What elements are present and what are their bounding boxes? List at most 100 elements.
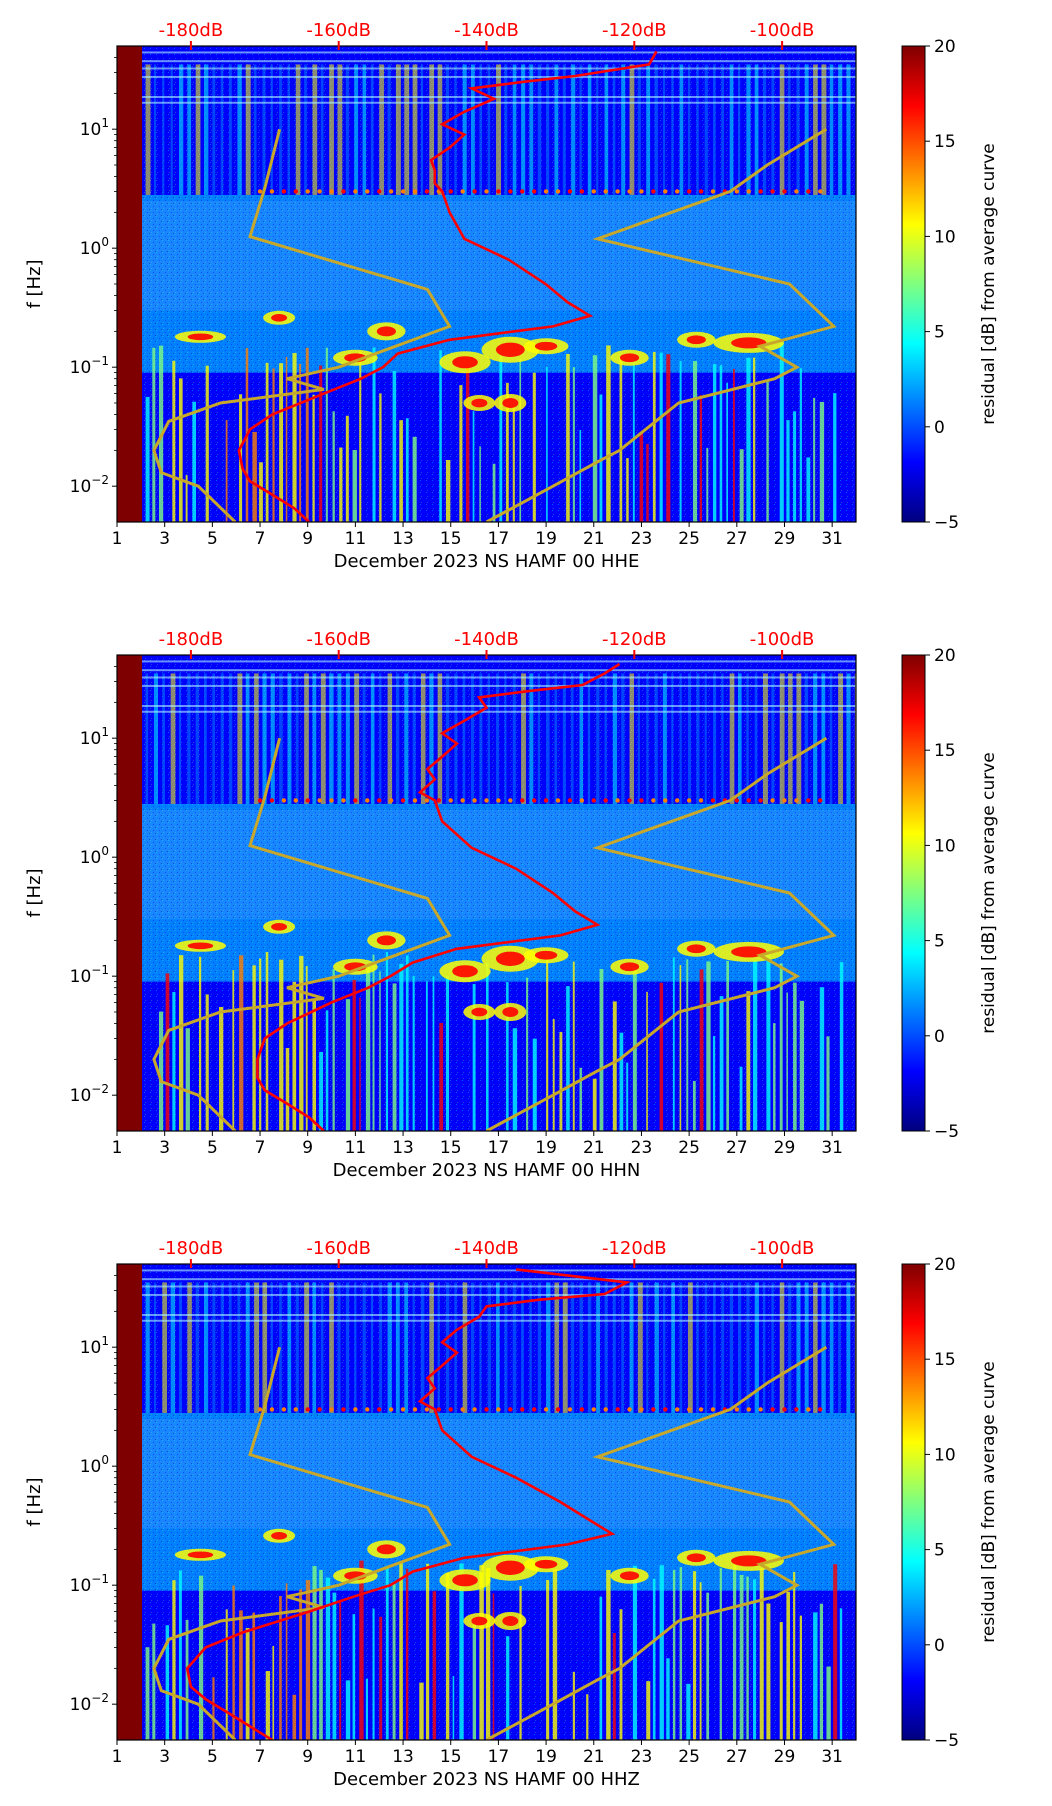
lf-burst	[452, 1675, 455, 1740]
resonance-dot	[710, 189, 716, 194]
lf-burst	[239, 955, 244, 1131]
hf-streak	[721, 64, 725, 195]
x-tick-label: 21	[583, 1138, 605, 1158]
db-tick-label: -160dB	[306, 629, 371, 650]
resonance-dot	[794, 1407, 799, 1412]
hf-streak	[454, 1282, 457, 1413]
resonance-dot	[293, 1407, 298, 1412]
hf-line	[117, 1314, 856, 1317]
hf-line	[117, 96, 856, 99]
hf-streak	[471, 1282, 475, 1413]
hf-streak	[554, 1282, 559, 1413]
colorbar-tick-label: 5	[934, 932, 945, 952]
lf-burst	[325, 347, 328, 522]
hf-streak	[229, 64, 232, 195]
colorbar-title: residual [dB] from average curve	[979, 143, 999, 424]
hf-streak	[721, 1282, 725, 1413]
lf-burst	[739, 449, 744, 522]
hf-streak	[687, 64, 691, 195]
y-tick-exponent: −1	[91, 354, 109, 368]
x-tick-label: 7	[255, 529, 266, 549]
hf-streak	[420, 673, 426, 804]
lf-burst	[232, 1585, 235, 1740]
hf-streak	[788, 673, 793, 804]
hf-streak	[521, 64, 526, 195]
y-tick-base: 10	[70, 477, 92, 497]
resonance-dot	[484, 189, 489, 194]
hf-streak	[537, 1282, 541, 1413]
hf-streak	[629, 673, 634, 804]
hf-streak	[437, 1282, 440, 1413]
hf-streak	[153, 64, 157, 195]
resonance-dot	[770, 1407, 775, 1412]
lf-burst	[566, 353, 570, 522]
resonance-dot	[651, 1407, 656, 1412]
noise-model-nhnm	[485, 1345, 837, 1740]
resonance-dot	[591, 798, 596, 803]
colorbar-title: residual [dB] from average curve	[979, 1361, 999, 1642]
resonance-dot	[341, 1407, 346, 1412]
hf-streak	[429, 1282, 434, 1413]
x-tick-label: 23	[631, 1747, 653, 1767]
lf-burst	[526, 977, 529, 1131]
noise-model-nlnm	[152, 737, 452, 1131]
colorbar: −5 0 5 10 15 20 residual [dB] from average cur…	[901, 1255, 999, 1751]
resonance-dot	[460, 1407, 465, 1412]
resonance-dot	[281, 189, 287, 194]
resonance-dot	[543, 798, 549, 803]
percentile-curve	[185, 1268, 632, 1740]
resonance-dot	[281, 1407, 287, 1412]
x-tick-label: 11	[345, 1138, 367, 1158]
lf-burst	[766, 1603, 771, 1740]
hf-streak	[654, 1282, 659, 1413]
hf-streak	[337, 64, 343, 195]
hf-streak	[254, 673, 259, 804]
resonance-dot	[663, 189, 668, 194]
lf-burst	[512, 401, 515, 522]
x-tick-label: 29	[774, 1138, 796, 1158]
hf-line	[117, 1269, 856, 1272]
colorbar-tick-label: 20	[934, 1255, 956, 1275]
noise-model-nlnm	[152, 1346, 452, 1740]
x-tick-label: 31	[821, 1747, 843, 1767]
storm-core	[376, 1544, 396, 1555]
hf-line	[117, 660, 856, 663]
lf-burst	[158, 1011, 164, 1131]
lf-burst	[686, 959, 689, 1131]
lf-burst	[706, 447, 709, 522]
colorbar-tick-label: 0	[934, 1027, 945, 1047]
storm-core	[452, 356, 478, 369]
hf-streak	[395, 673, 400, 804]
lf-burst	[646, 991, 648, 1131]
colorbar-tick-label: 5	[934, 1541, 945, 1561]
resonance-dot	[782, 798, 787, 803]
hf-streak	[838, 64, 843, 195]
hf-streak	[679, 1282, 683, 1413]
resonance-dot	[317, 1407, 322, 1412]
lf-burst	[359, 997, 361, 1131]
storm-core	[376, 935, 396, 946]
resonance-dot	[353, 1407, 358, 1412]
resonance-dot	[305, 189, 310, 194]
x-tick-label: 25	[678, 1747, 700, 1767]
db-tick-label: -140dB	[454, 20, 519, 41]
lf-burst	[672, 957, 675, 1131]
hf-line	[117, 60, 856, 63]
hf-streak	[596, 64, 599, 195]
x-tick-label: 9	[302, 1138, 313, 1158]
lf-burst	[219, 1007, 224, 1131]
x-axis-title: December 2023 NS HAMF 00 HHZ	[333, 1769, 640, 1790]
hf-streak	[612, 1282, 616, 1413]
colorbar-tick-label: −5	[934, 513, 959, 533]
lf-burst	[826, 1666, 831, 1740]
lf-burst	[833, 393, 837, 522]
lf-burst	[405, 1568, 409, 1740]
resonance-dot	[591, 1407, 596, 1412]
lf-burst	[199, 1575, 204, 1740]
hf-streak	[404, 673, 409, 804]
storm-core	[271, 1531, 288, 1540]
lf-burst	[285, 356, 288, 522]
hf-streak	[737, 673, 742, 804]
lf-burst	[399, 1563, 403, 1740]
